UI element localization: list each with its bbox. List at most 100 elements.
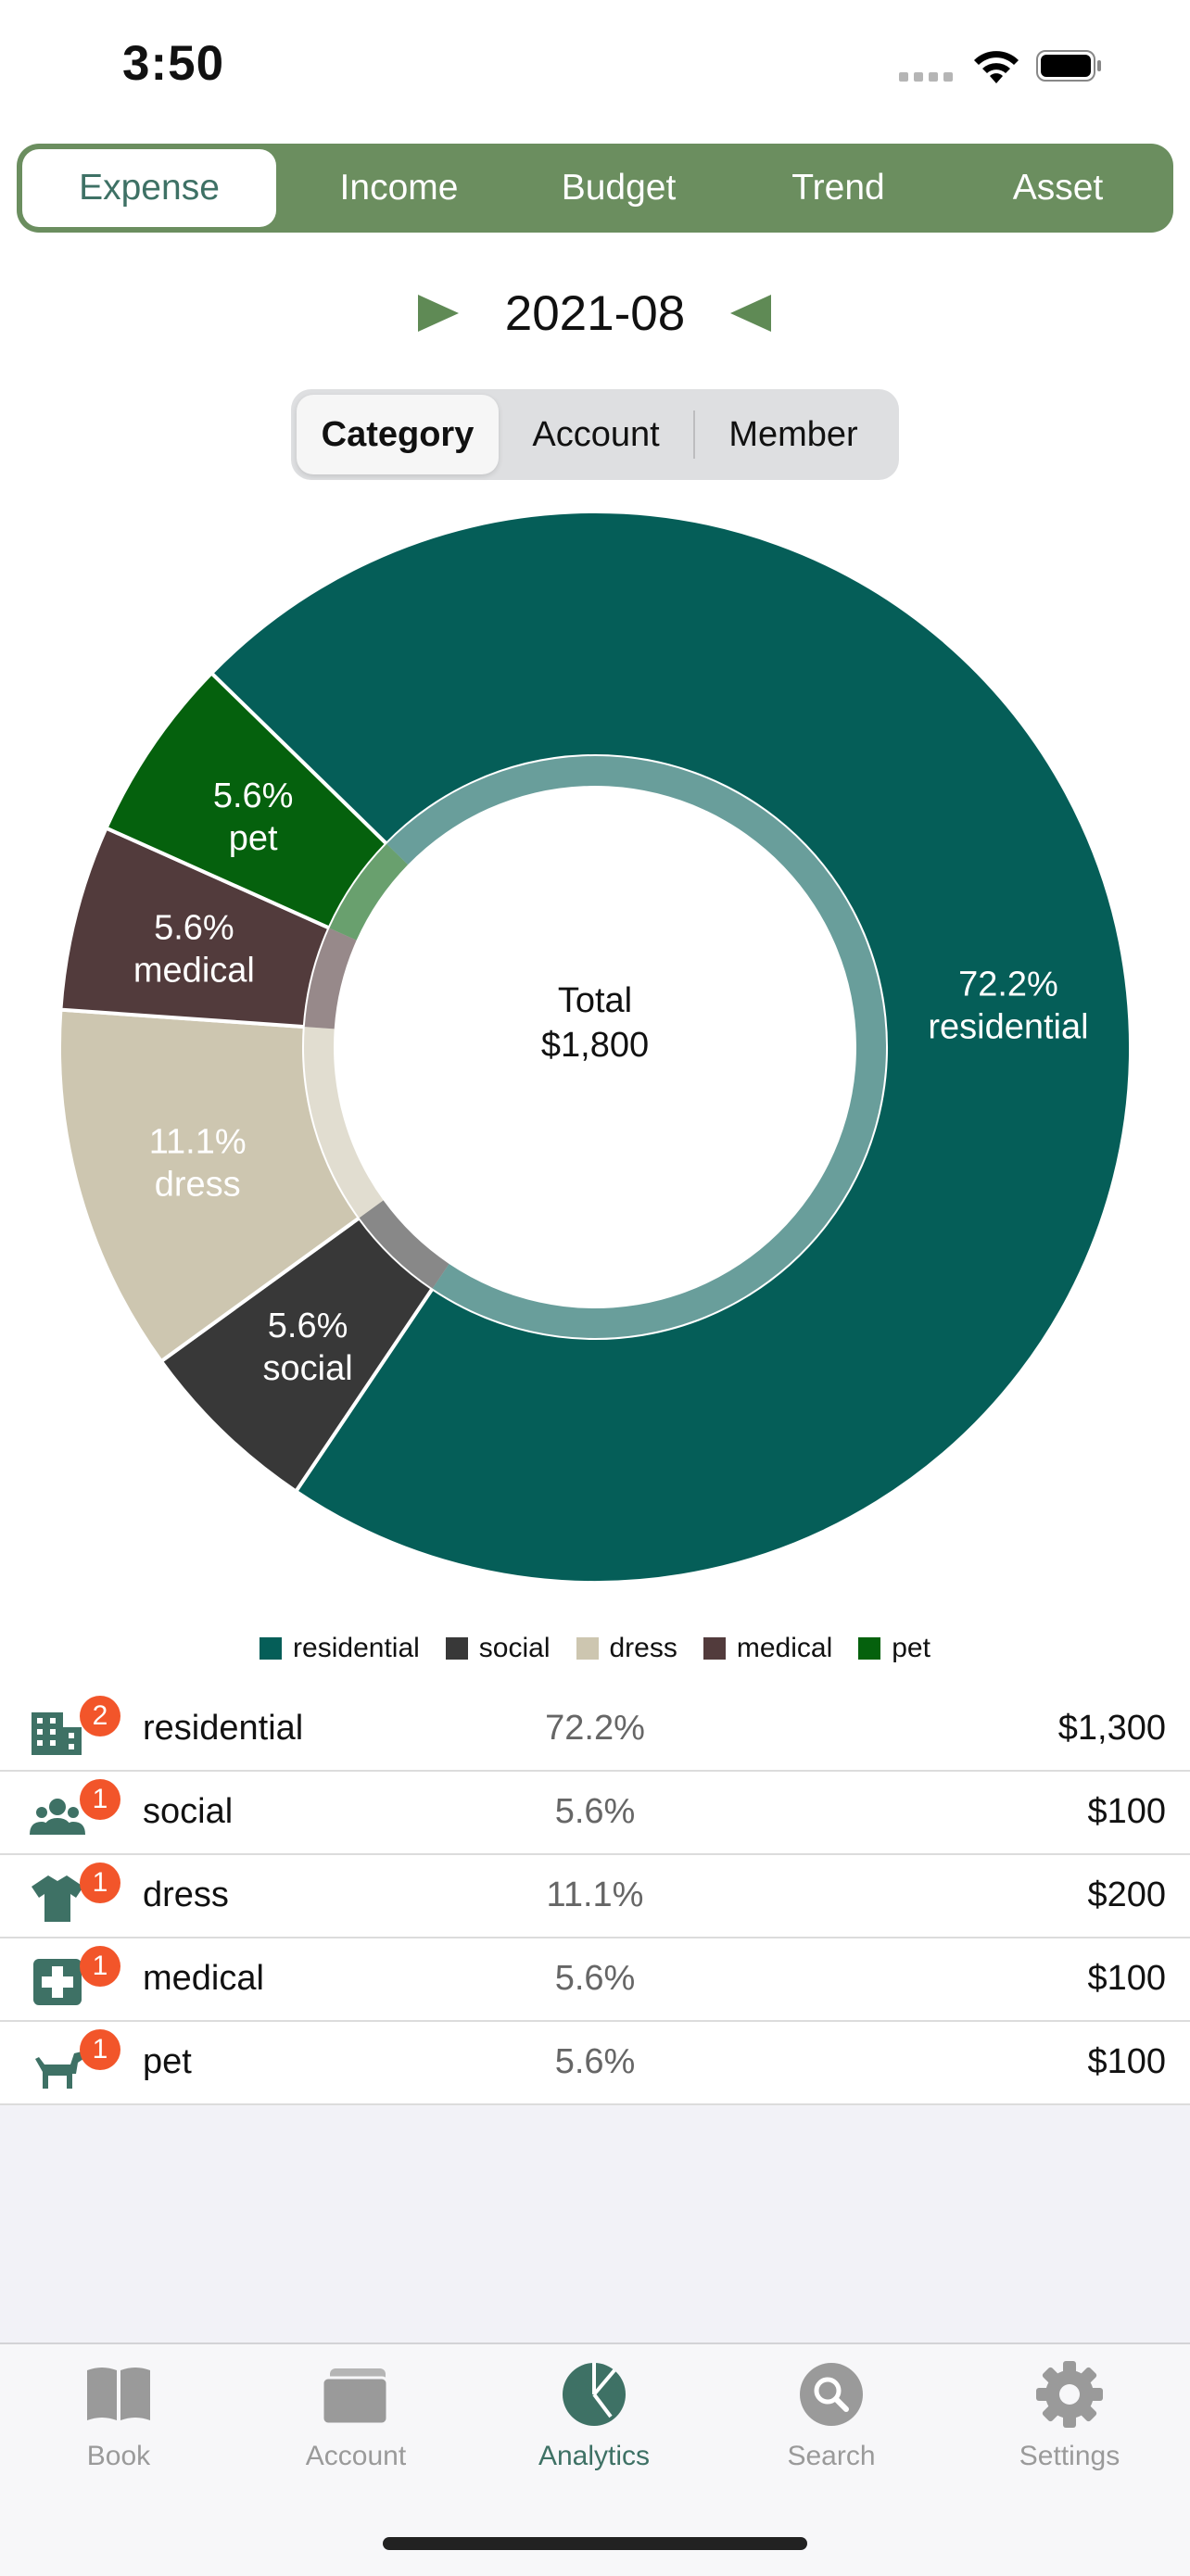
category-amount: $100 [1087,1959,1166,1998]
tab-trend[interactable]: Trend [791,168,885,208]
category-percent: 11.1% [546,1875,644,1914]
book-icon [87,2368,150,2420]
category-name: pet [143,2042,192,2081]
people-icon [30,1799,85,1835]
building-icon [32,1712,82,1755]
tab-bar-account[interactable]: Account [263,2357,449,2496]
legend-swatch [576,1637,599,1660]
slice-percent-label: 11.1% [149,1123,247,1162]
category-name: social [143,1792,234,1831]
tab-bar-settings[interactable]: Settings [977,2357,1162,2496]
tab-account[interactable]: Account [532,414,660,454]
category-percent: 72.2% [545,1709,645,1748]
slice-category-label: social [263,1349,353,1388]
legend-swatch [260,1637,283,1660]
list-item-medical[interactable]: 1 medical 5.6% $100 [0,1938,1190,2022]
slice-category-label: dress [155,1166,241,1205]
category-amount: $1,300 [1057,1709,1166,1748]
category-name: medical [143,1959,264,1998]
chart-center-label: Total [558,981,632,1020]
chart-center-value: $1,800 [541,1026,649,1065]
tab-bar-label: Settings [1019,2441,1120,2471]
count-badge: 1 [80,1779,120,1820]
status-bar: 3:50 [0,0,1190,130]
legend-item-medical: medical [703,1633,832,1664]
inner-ring-dress [303,1027,384,1219]
cellular-signal-icon [899,72,953,82]
category-amount: $200 [1087,1875,1166,1914]
category-percent: 5.6% [554,1792,636,1831]
legend-label: pet [892,1633,930,1663]
count-badge: 1 [80,2029,120,2070]
tab-bar-search[interactable]: Search [739,2357,924,2496]
tab-bar-analytics[interactable]: Analytics [501,2357,687,2496]
tab-bar-label: Account [305,2441,407,2471]
slice-percent-label: 5.6% [213,777,294,815]
pie-slice-residential[interactable] [209,510,1133,1585]
shirt-icon [32,1875,83,1922]
legend-label: medical [736,1633,833,1663]
slice-category-label: medical [133,952,255,991]
tab-expense[interactable]: Expense [22,149,276,227]
inner-ring-residential [386,756,887,1338]
chart-legend: residential social dress medical pet [0,1633,1190,1664]
slice-percent-label: 5.6% [154,909,234,948]
list-item-pet[interactable]: 1 pet 5.6% $100 [0,2022,1190,2105]
slice-percent-label: 5.6% [268,1307,348,1345]
inner-ring-medical [304,928,357,1029]
wallet-icon [321,2368,389,2426]
slice-category-label: pet [229,819,278,858]
pie-chart-icon [563,2363,626,2426]
slice-category-label: residential [928,1008,1088,1047]
inner-ring-pet [329,843,409,941]
segment-divider [693,410,695,459]
tab-member[interactable]: Member [728,414,858,454]
category-percent: 5.6% [554,1959,636,1998]
next-period-arrow-icon[interactable] [418,295,459,332]
home-indicator [383,2537,807,2550]
category-amount: $100 [1087,2042,1166,2081]
list-item-dress[interactable]: 1 dress 11.1% $200 [0,1855,1190,1938]
category-name: dress [143,1875,229,1914]
slice-percent-label: 72.2% [958,966,1058,1004]
tab-bar-label: Book [86,2441,151,2471]
tab-budget[interactable]: Budget [561,168,677,208]
search-icon [800,2363,863,2426]
tab-asset[interactable]: Asset [1012,168,1104,208]
legend-swatch [703,1637,726,1660]
category-percent: 5.6% [554,2042,636,2081]
medical-cross-icon [33,1959,82,2005]
previous-period-arrow-icon[interactable] [730,295,771,332]
inner-ring-social [359,1200,449,1289]
expense-donut-chart[interactable]: 72.2% residential 5.6% social 11.1% dress 5.6%… [0,491,1190,1603]
tab-bar-label: Analytics [538,2441,651,2471]
category-name: residential [143,1709,304,1748]
count-badge: 1 [80,1946,120,1987]
list-item-social[interactable]: 1 social 5.6% $100 [0,1772,1190,1855]
legend-item-dress: dress [576,1633,677,1664]
status-time: 3:50 [122,36,225,91]
period-navigator: 2021-08 [0,278,1190,352]
grouping-tabs: Category Account Member [291,389,899,480]
gear-icon [1036,2361,1103,2428]
legend-item-pet: pet [858,1633,930,1664]
period-label: 2021-08 [504,286,686,341]
list-item-residential[interactable]: 2 residential 72.2% $1,300 [0,1688,1190,1772]
wifi-icon [974,51,1019,83]
count-badge: 1 [80,1863,120,1903]
tab-bar-book[interactable]: Book [26,2357,211,2496]
legend-swatch [445,1637,468,1660]
report-type-tabs: Expense Income Budget Trend Asset [17,144,1173,233]
tab-category[interactable]: Category [297,395,499,474]
legend-item-residential: residential [260,1633,420,1664]
count-badge: 2 [80,1696,120,1736]
battery-icon [1036,50,1101,82]
list-empty-area [0,2105,1190,2342]
category-list: 2 residential 72.2% $1,300 1 social 5.6%… [0,1688,1190,2105]
legend-label: residential [293,1633,420,1663]
legend-swatch [858,1637,881,1660]
legend-label: dress [609,1633,677,1663]
tab-bar-label: Search [787,2441,876,2471]
tab-income[interactable]: Income [339,168,459,208]
dog-icon [35,2052,83,2089]
